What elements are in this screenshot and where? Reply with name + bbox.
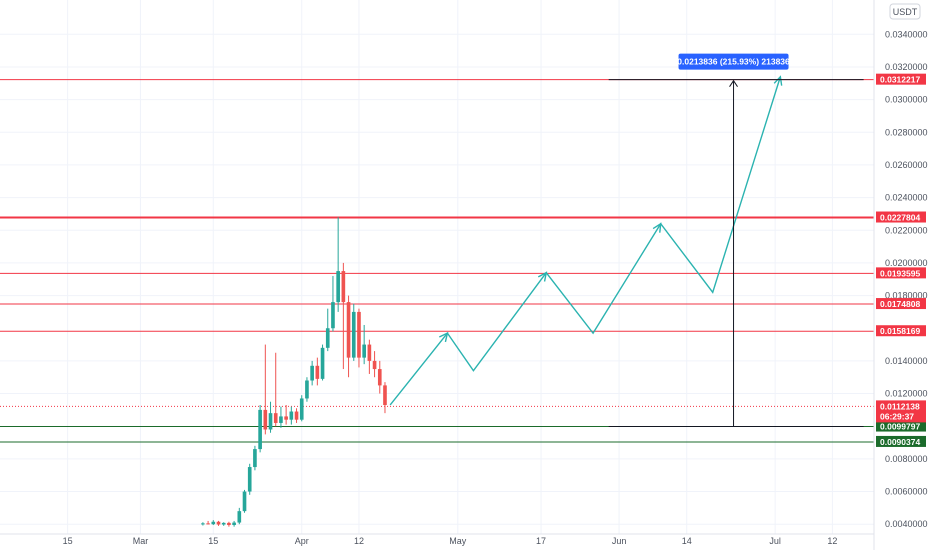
candle-body [383, 385, 387, 405]
currency-badge[interactable]: USDT [889, 3, 921, 20]
time-tick-label: Mar [133, 536, 149, 546]
candle-body [372, 360, 377, 370]
price-tick-label: 0.0340000 [885, 29, 928, 39]
current-price-tag-countdown: 06:29:37 [880, 411, 914, 421]
level-price-tag: 0.0193595 [880, 268, 920, 278]
candle-body [305, 380, 309, 399]
price-axis[interactable]: 0.0340000 0.0320000 0.0300000 0.0280000 0.02… [885, 29, 928, 529]
candle-body [279, 416, 283, 423]
candle-body [268, 413, 273, 430]
projection-arrowhead [773, 75, 783, 86]
candle-body [247, 467, 252, 492]
projection-arrowhead [652, 222, 662, 233]
candle-body [216, 521, 221, 525]
measure-arrowhead [729, 79, 738, 87]
candle-body [242, 491, 247, 512]
candle-body [299, 398, 304, 420]
horizontal-levels [0, 79, 874, 443]
price-tick-label: 0.0180000 [885, 291, 928, 301]
level-price-tag-box [876, 435, 926, 447]
time-tick-label: 12 [354, 536, 364, 546]
level-price-tag: 0.0312217 [880, 75, 920, 85]
level-price-tag-box [876, 420, 926, 432]
candle-body [232, 522, 236, 526]
level-price-tag-box [876, 298, 926, 310]
candle-body [258, 409, 262, 450]
currency-label: USDT [893, 7, 918, 17]
level-price-tag: 0.0227804 [880, 213, 920, 223]
level-price-tag-box [876, 267, 926, 279]
time-tick-label: 15 [63, 536, 73, 546]
price-tick-label: 0.0120000 [885, 389, 928, 399]
price-tick-label: 0.0260000 [885, 160, 928, 170]
candle-body [315, 365, 320, 379]
candle-body [237, 511, 242, 523]
candles [201, 217, 387, 527]
current-price-tag-box [876, 400, 926, 423]
candle-body [341, 271, 346, 303]
level-price-tag: 0.0174808 [880, 299, 920, 309]
candle-body [206, 523, 210, 525]
price-tick-label: 0.0040000 [885, 519, 928, 529]
level-price-tag: 0.0099797 [880, 422, 920, 432]
price-tick-label: 0.0280000 [885, 127, 928, 137]
candle-body [325, 328, 330, 348]
price-tick-label: 0.0300000 [885, 95, 928, 105]
price-tick-label: 0.0080000 [885, 454, 928, 464]
level-price-tag: 0.0090374 [880, 437, 920, 447]
price-tick-label: 0.0200000 [885, 258, 928, 268]
time-tick-label: May [449, 536, 467, 546]
level-price-tag-box [876, 325, 926, 337]
candle-body [201, 523, 205, 525]
time-tick-label: Jul [769, 536, 781, 546]
time-tick-label: 14 [682, 536, 692, 546]
current-price-tag: 0.0112138 [880, 401, 920, 411]
time-axis[interactable]: 15 Mar 15 Apr 12 May 17 Jun 14 Jul 12 [0, 533, 874, 546]
measure-tool: 0.0213836 (215.93%) 213836 [608, 53, 864, 428]
candle-body [336, 271, 340, 303]
candle-body [263, 409, 268, 430]
level-price-tag-box [876, 73, 926, 85]
projection-arrowhead [537, 271, 548, 282]
candle-body [320, 347, 325, 379]
time-tick-label: Jun [612, 536, 627, 546]
projection-path [389, 75, 783, 406]
projection-arrowhead [438, 331, 449, 343]
time-tick-label: 12 [827, 536, 837, 546]
price-tick-label: 0.0220000 [885, 225, 928, 235]
candle-body [273, 413, 278, 423]
candle-body [294, 411, 299, 420]
candle-body [367, 344, 372, 361]
time-tick-label: 17 [536, 536, 546, 546]
price-tick-label: 0.0240000 [885, 193, 928, 203]
candle-body [351, 311, 356, 358]
candle-body [227, 522, 231, 526]
level-price-tag: 0.0158169 [880, 326, 920, 336]
candle-body [211, 521, 216, 525]
time-tick-label: 15 [208, 536, 218, 546]
level-price-tag-box [876, 211, 926, 223]
time-tick-label: Apr [295, 536, 309, 546]
measure-label: 0.0213836 (215.93%) 213836 [677, 57, 790, 67]
projection-polyline [389, 76, 782, 406]
price-tick-label: 0.0060000 [885, 487, 928, 497]
price-tags: 0.03122170.02278040.01935950.01748080.01… [876, 73, 926, 447]
candle-body [362, 344, 366, 358]
candle-body [253, 449, 257, 468]
candle-body [331, 302, 335, 329]
price-tick-label: 0.0320000 [885, 62, 928, 72]
grid [0, 0, 874, 534]
candle-body [377, 369, 382, 386]
candle-body [357, 311, 361, 358]
candle-body [284, 416, 288, 420]
candle-body [289, 411, 294, 420]
candle-body [346, 302, 351, 358]
measure-label-box [678, 53, 789, 70]
price-tick-label: 0.0140000 [885, 356, 928, 366]
candle-body [221, 522, 226, 525]
candle-body [310, 365, 314, 381]
